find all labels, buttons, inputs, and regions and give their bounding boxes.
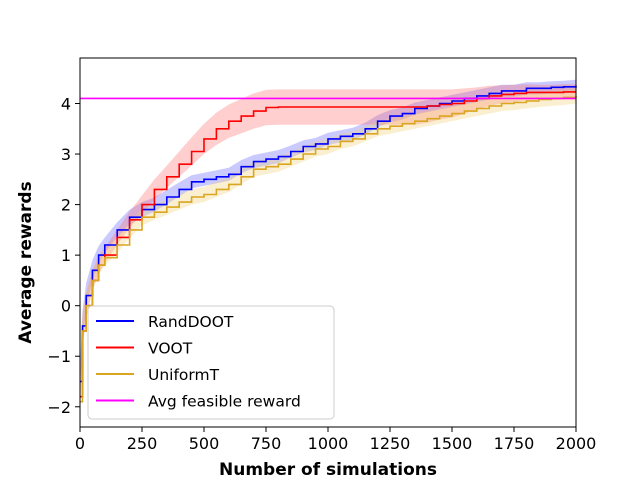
x-tick-label: 750 — [251, 434, 282, 453]
series-lines — [80, 85, 577, 403]
y-tick-label: 0 — [61, 297, 71, 316]
legend-label-voot: VOOT — [148, 340, 193, 358]
y-axis-label: Average rewards — [16, 181, 36, 343]
legend-label-randdoot: RandDOOT — [148, 313, 234, 331]
y-tick-label: −2 — [47, 398, 71, 417]
legend-label-uniformt: UniformT — [148, 366, 220, 384]
y-tick-label: −1 — [47, 347, 71, 366]
y-tick-label: 1 — [61, 246, 71, 265]
y-tick-label: 2 — [61, 196, 71, 215]
axes: 0 250 500 750 1000 1250 1500 1750 2000 −2 −1 0 1 2 3 4 — [47, 57, 597, 453]
series-line-randdoot — [80, 85, 577, 383]
x-tick-label: 1000 — [308, 434, 349, 453]
x-tick-label: 1500 — [432, 434, 473, 453]
x-tick-label: 1750 — [494, 434, 535, 453]
series-line-uniformt — [80, 95, 577, 403]
legend-label-avg-feasible-reward: Avg feasible reward — [148, 393, 301, 411]
y-tick-label: 3 — [61, 145, 71, 164]
x-tick-label: 1250 — [370, 434, 411, 453]
x-tick-label: 500 — [189, 434, 220, 453]
legend: RandDOOT VOOT UniformT Avg feasible reward — [87, 305, 335, 420]
band-uniformt — [80, 88, 576, 417]
x-axis-label: Number of simulations — [219, 460, 437, 480]
x-tick-label: 2000 — [556, 434, 597, 453]
x-tick-label: 0 — [75, 434, 85, 453]
y-tick-label: 4 — [61, 94, 71, 113]
legend-box — [87, 305, 335, 420]
x-tick-label: 250 — [127, 434, 158, 453]
